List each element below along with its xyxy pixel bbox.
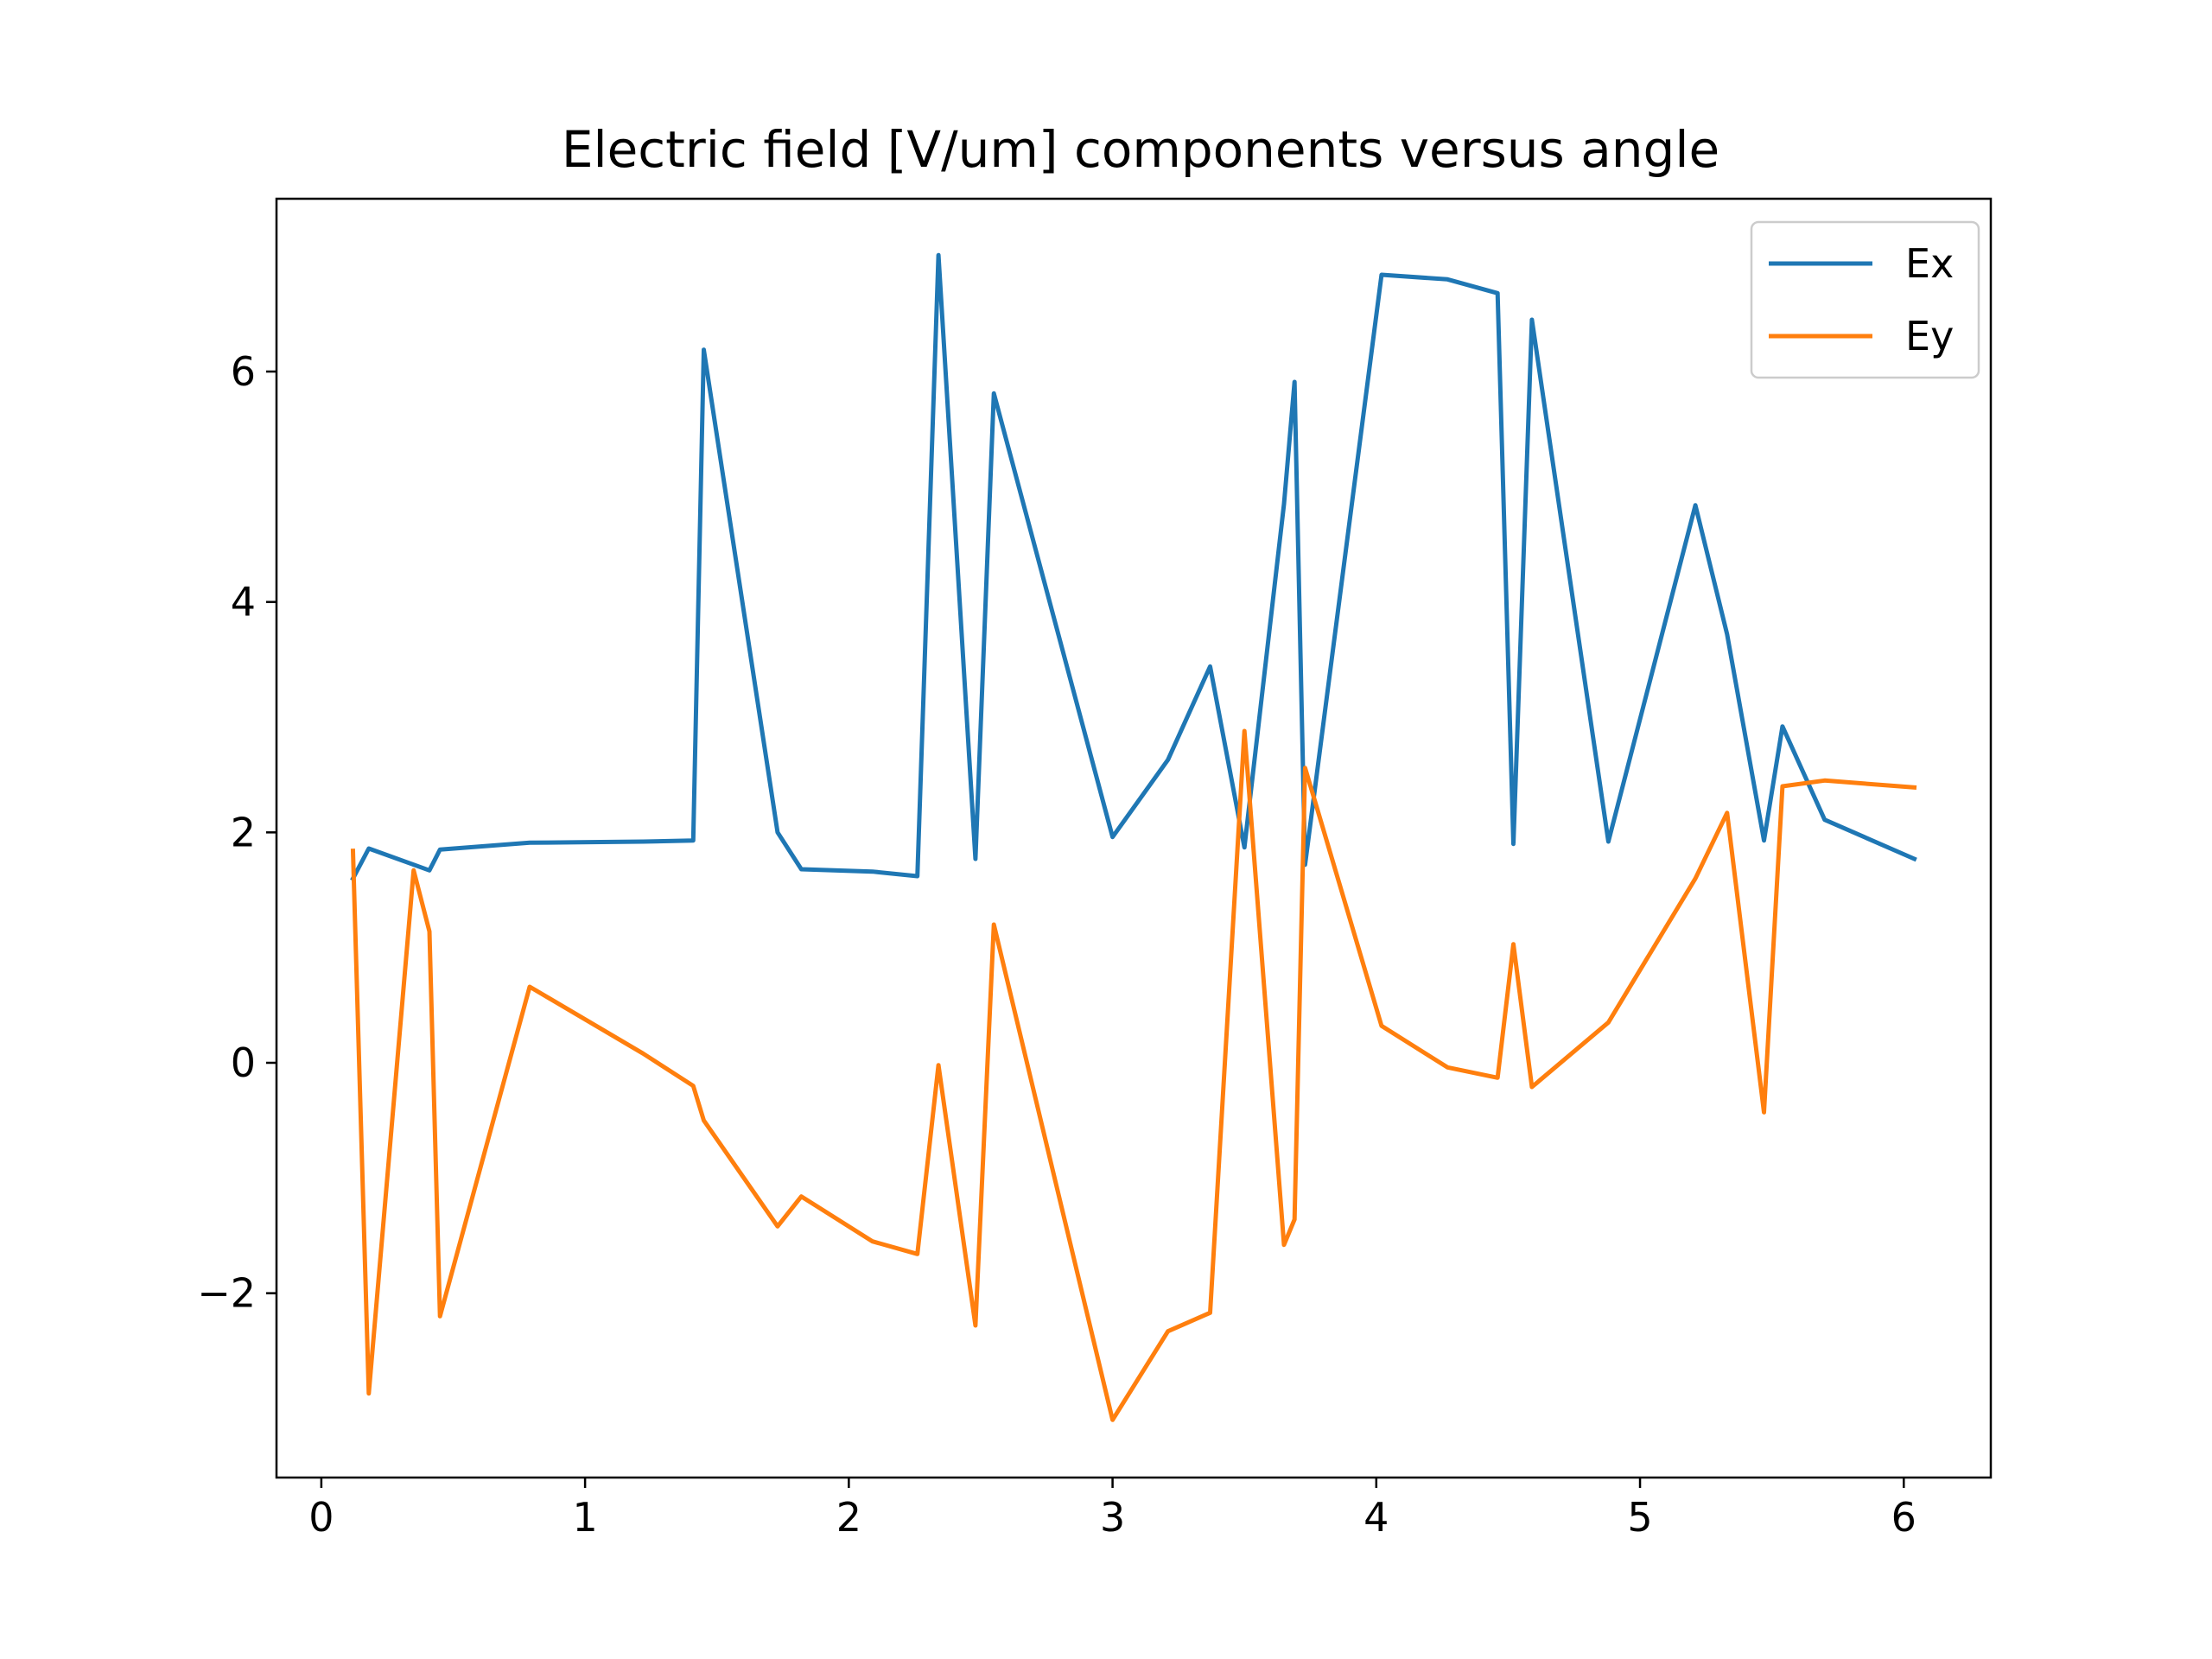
series-line-ex — [350, 252, 1917, 882]
legend: Ex Ey — [1750, 220, 1980, 379]
x-axis: 0 1 2 3 4 5 6 — [308, 1478, 1916, 1541]
y-tick-label: 0 — [231, 1039, 256, 1086]
plot-frame — [275, 197, 1993, 1479]
x-tick-label: 1 — [572, 1494, 597, 1541]
x-tick-label: 4 — [1363, 1494, 1389, 1541]
y-tick-label: 6 — [231, 348, 256, 395]
legend-label-ex: Ex — [1905, 240, 1954, 287]
y-tick-label: −2 — [197, 1270, 256, 1317]
y-tick-label: 4 — [231, 579, 256, 626]
x-tick-label: 2 — [836, 1494, 861, 1541]
series-line-ey — [350, 728, 1917, 1422]
series-layer — [350, 252, 1917, 1422]
x-tick-label: 3 — [1100, 1494, 1125, 1541]
x-tick-label: 0 — [308, 1494, 334, 1541]
y-tick-label: 2 — [231, 809, 256, 855]
x-tick-label: 5 — [1627, 1494, 1652, 1541]
legend-label-ey: Ey — [1905, 313, 1954, 359]
x-tick-label: 6 — [1891, 1494, 1916, 1541]
legend-box — [1750, 220, 1980, 379]
chart-title: Electric field [V/um] components versus … — [562, 120, 1719, 179]
y-axis: −2 0 2 4 6 — [197, 348, 276, 1317]
